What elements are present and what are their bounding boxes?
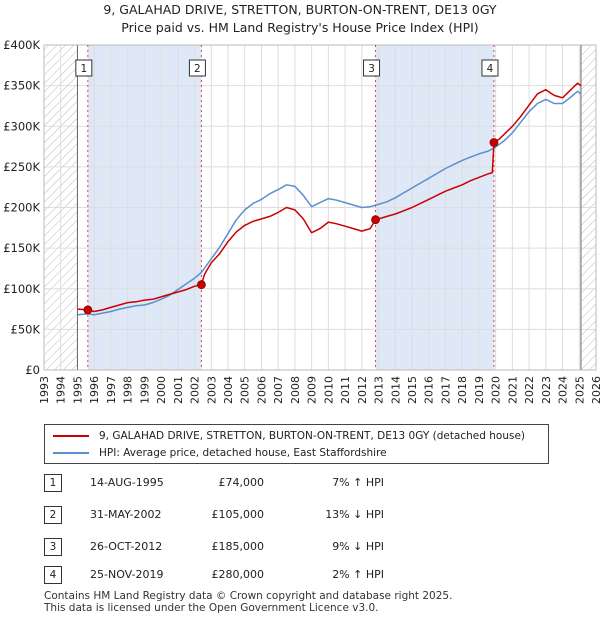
y-tick-label: £100K — [3, 282, 40, 296]
sale-number-label: 4 — [487, 63, 494, 75]
x-tick-label: 2006 — [255, 376, 268, 404]
x-tick-label: 1996 — [88, 376, 101, 404]
y-tick-label: £250K — [3, 160, 40, 174]
sale-date: 14-AUG-1995 — [90, 476, 164, 489]
y-tick-label: £200K — [3, 201, 40, 215]
sale-number-badge: 2 — [44, 506, 62, 524]
sale-number-label: 2 — [194, 63, 201, 75]
x-tick-label: 2007 — [272, 376, 285, 404]
x-tick-label: 2019 — [473, 376, 486, 404]
sale-number-label: 3 — [368, 63, 375, 75]
sale-price: £280,000 — [211, 568, 265, 581]
sale-price: £105,000 — [211, 508, 265, 521]
sale-point — [83, 305, 93, 315]
sale-date: 26-OCT-2012 — [90, 540, 163, 553]
property-series-line — [77, 82, 582, 313]
x-tick-label: 2003 — [205, 376, 218, 404]
x-tick-label: 2012 — [356, 376, 369, 404]
x-tick-label: 2015 — [406, 376, 419, 404]
x-tick-label: 2005 — [239, 376, 252, 404]
x-tick-label: 1999 — [138, 376, 151, 404]
sale-row: 1 14-AUG-1995 £74,000 7% ↑ HPI — [44, 474, 464, 492]
y-tick-label: £0 — [25, 363, 40, 377]
legend-swatch-property — [53, 435, 89, 437]
sale-number-box — [188, 59, 206, 77]
footer-license: This data is licensed under the Open Gov… — [44, 602, 379, 614]
sale-number-box — [75, 59, 93, 77]
sale-number-badge: 3 — [44, 538, 62, 556]
x-tick-label: 2024 — [557, 376, 570, 404]
x-tick-label: 2022 — [523, 376, 536, 404]
x-tick-label: 2021 — [506, 376, 519, 404]
x-tick-label: 2014 — [389, 376, 402, 404]
sale-hpi-change: 13% ↓ HPI — [325, 508, 384, 521]
sale-price: £74,000 — [218, 476, 265, 489]
x-tick-label: 2013 — [373, 376, 386, 404]
sale-point — [489, 138, 499, 147]
x-tick-label: 1994 — [55, 376, 68, 404]
sale-row: 3 26-OCT-2012 £185,000 9% ↓ HPI — [44, 538, 464, 556]
x-tick-label: 2018 — [456, 376, 469, 404]
x-tick-label: 2004 — [222, 376, 235, 404]
hpi-series-line — [77, 90, 582, 316]
sale-hpi-change: 9% ↓ HPI — [332, 540, 384, 553]
sale-date: 25-NOV-2019 — [90, 568, 164, 581]
x-tick-label: 1995 — [71, 376, 84, 404]
sale-hpi-change: 2% ↑ HPI — [332, 568, 384, 581]
sale-number-box — [363, 59, 381, 77]
x-tick-label: 2000 — [155, 376, 168, 404]
sale-number-label: 1 — [80, 63, 87, 75]
x-tick-label: 2023 — [540, 376, 553, 404]
x-tick-label: 2025 — [573, 376, 586, 404]
x-tick-label: 2001 — [172, 376, 185, 404]
x-tick-label: 2010 — [322, 376, 335, 404]
legend-item-property: 9, GALAHAD DRIVE, STRETTON, BURTON-ON-TR… — [53, 428, 525, 444]
legend-item-hpi: HPI: Average price, detached house, East… — [53, 445, 387, 461]
x-tick-label: 2002 — [189, 376, 202, 404]
x-tick-label: 2017 — [439, 376, 452, 404]
sale-number-box — [481, 59, 499, 77]
legend-label-property: 9, GALAHAD DRIVE, STRETTON, BURTON-ON-TR… — [99, 430, 526, 442]
sale-point — [197, 280, 206, 290]
sale-row: 2 31-MAY-2002 £105,000 13% ↓ HPI — [44, 506, 464, 524]
sale-point — [371, 215, 380, 225]
x-tick-label: 1998 — [122, 376, 135, 404]
x-tick-label: 2020 — [490, 376, 503, 404]
x-tick-label: 1997 — [105, 376, 118, 404]
y-tick-label: £50K — [11, 322, 41, 336]
sale-hpi-change: 7% ↑ HPI — [332, 476, 384, 489]
x-tick-label: 2011 — [339, 376, 352, 404]
sale-price: £185,000 — [211, 540, 265, 553]
x-tick-label: 2008 — [289, 376, 302, 404]
sale-number-badge: 1 — [44, 474, 62, 492]
x-tick-label: 2016 — [423, 376, 436, 404]
y-tick-label: £400K — [3, 38, 40, 52]
legend-label-hpi: HPI: Average price, detached house, East… — [99, 447, 387, 459]
price-chart: £0 £50K £100K £150K £200K £250K £300K £350K £400… — [3, 38, 600, 404]
sale-row: 4 25-NOV-2019 £280,000 2% ↑ HPI — [44, 566, 464, 584]
x-tick-label: 2009 — [306, 376, 319, 404]
x-tick-label: 2026 — [590, 376, 600, 404]
footer-copyright: Contains HM Land Registry data © Crown c… — [44, 590, 453, 602]
y-tick-label: £150K — [3, 241, 40, 255]
chart-subtitle: Price paid vs. HM Land Registry's House … — [121, 20, 479, 35]
chart-title: 9, GALAHAD DRIVE, STRETTON, BURTON-ON-TR… — [103, 2, 497, 17]
chart-legend: 9, GALAHAD DRIVE, STRETTON, BURTON-ON-TR… — [44, 424, 549, 464]
y-tick-label: £300K — [3, 119, 40, 133]
sale-date: 31-MAY-2002 — [90, 508, 162, 521]
legend-swatch-hpi — [53, 452, 89, 454]
sale-number-badge: 4 — [44, 566, 62, 584]
plot-frame — [43, 44, 597, 371]
x-tick-label: 1993 — [38, 376, 51, 404]
y-tick-label: £350K — [3, 79, 40, 93]
